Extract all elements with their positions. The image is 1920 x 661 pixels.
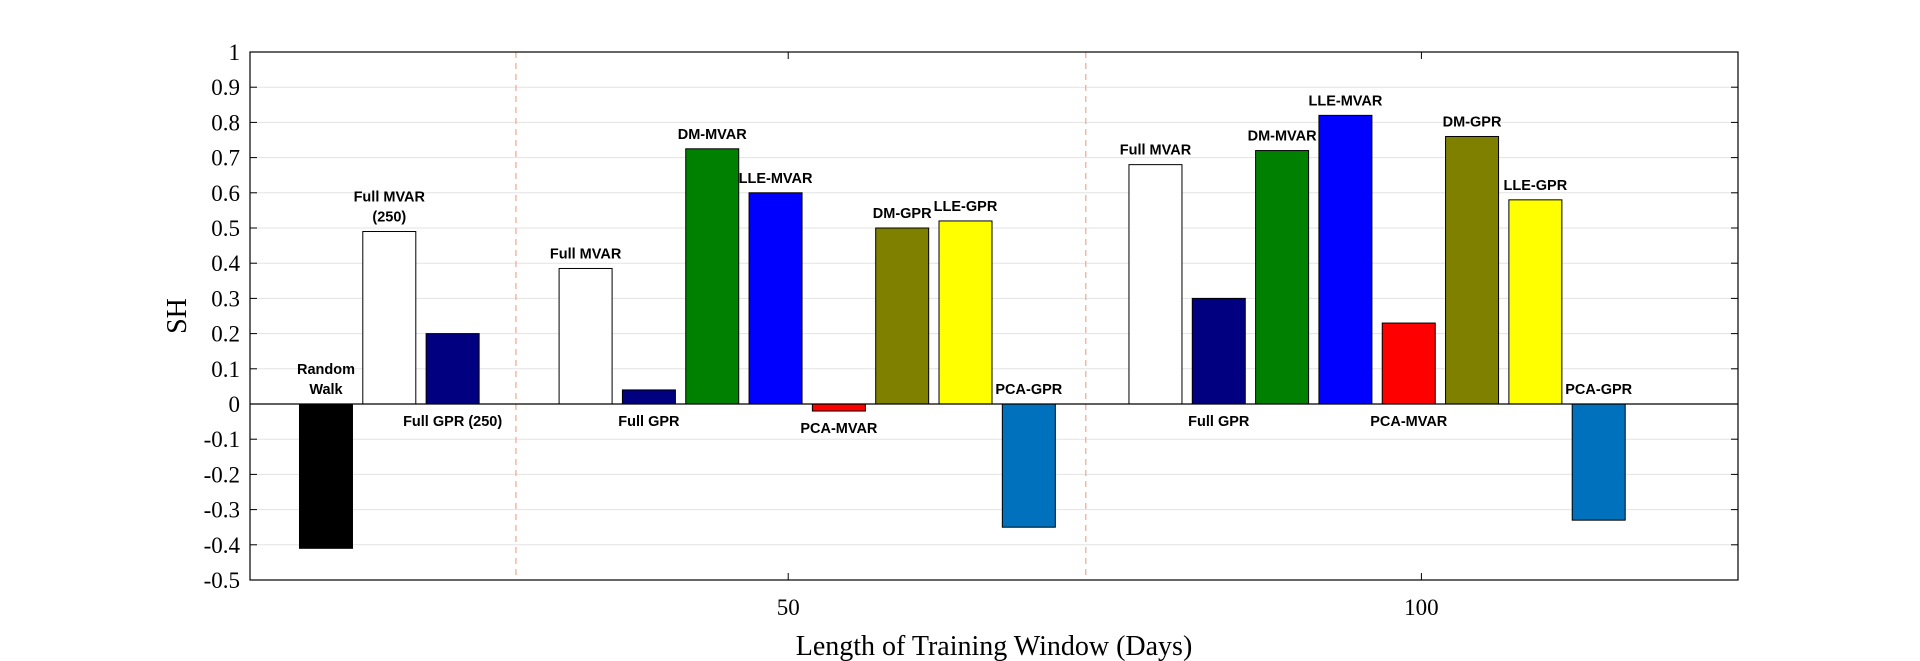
bar <box>1128 164 1183 405</box>
bar-label: DM-MVAR <box>1248 129 1318 145</box>
bar <box>1255 150 1310 405</box>
bar <box>875 227 930 405</box>
x-axis: 50 100 <box>777 52 1439 620</box>
axes-box <box>249 51 1739 581</box>
bar-label: Full GPR <box>618 414 680 430</box>
y-tick-label: -0.1 <box>204 427 240 452</box>
bar-label: PCA-MVAR <box>800 421 878 437</box>
y-tick-label: 0 <box>229 392 241 417</box>
bar-label: Full MVAR <box>550 246 622 262</box>
bar <box>811 403 866 412</box>
bar-label: LLE-GPR <box>1504 178 1568 194</box>
bar <box>362 231 417 405</box>
x-tick-label: 100 <box>1404 595 1439 620</box>
bar <box>425 333 480 405</box>
bar-label: PCA-GPR <box>1565 382 1632 398</box>
bar-label: DM-GPR <box>873 206 932 222</box>
bar <box>621 389 676 405</box>
y-tick-label: 0.9 <box>211 75 240 100</box>
bar <box>938 220 993 405</box>
bar <box>748 192 803 405</box>
y-tick-label: 0.4 <box>211 251 240 276</box>
y-tick-label: 0.1 <box>211 357 240 382</box>
bar-label: Full MVAR <box>354 190 426 206</box>
y-tick-label: -0.5 <box>204 568 240 593</box>
bar <box>1571 403 1626 521</box>
bar <box>1001 403 1056 528</box>
bar <box>298 403 353 549</box>
x-axis-title: Length of Training Window (Days) <box>796 631 1193 661</box>
y-tick-label: 0.7 <box>211 146 240 171</box>
y-tick-label: 0.2 <box>211 322 240 347</box>
y-tick-label: -0.4 <box>204 533 241 558</box>
bar-label: LLE-MVAR <box>739 171 813 187</box>
y-tick-label: 0.5 <box>211 216 240 241</box>
y-axis: -0.5 -0.4 -0.3 -0.2 -0.1 0 0.1 0.2 0.3 0.4 0.5 0.6 0… <box>204 40 1738 593</box>
y-tick-label: 0.6 <box>211 181 240 206</box>
bar-label: PCA-GPR <box>995 382 1062 398</box>
bar-labels: Random Walk Full MVAR (250) Full GPR (250) Fu… <box>297 93 1633 437</box>
bar <box>1318 114 1373 405</box>
bar <box>1191 297 1246 405</box>
bar-label: DM-GPR <box>1443 114 1502 130</box>
x-tick-label: 50 <box>777 595 800 620</box>
y-tick-label: -0.2 <box>204 462 240 487</box>
y-tick-label: 0.3 <box>211 286 240 311</box>
bar-label: Full MVAR <box>1120 143 1192 159</box>
y-tick-label: 0.8 <box>211 110 240 135</box>
bar <box>1381 322 1436 405</box>
bar <box>558 267 613 405</box>
bar-label: Random <box>297 362 355 378</box>
bar <box>1445 135 1500 405</box>
y-axis-title: SH <box>162 298 193 334</box>
bar-label: DM-MVAR <box>678 127 748 143</box>
bar-label: Full GPR <box>1188 414 1250 430</box>
y-tick-label: -0.3 <box>204 498 240 523</box>
bar-label: PCA-MVAR <box>1370 414 1448 430</box>
bar-label: (250) <box>372 210 406 226</box>
bar-label: Walk <box>309 382 343 398</box>
bar-label: LLE-MVAR <box>1308 93 1382 109</box>
bar <box>685 148 740 405</box>
y-tick-label: 1 <box>229 40 241 65</box>
bar <box>1508 199 1563 405</box>
bar-label: LLE-GPR <box>934 199 998 215</box>
bar-label: Full GPR (250) <box>403 414 502 430</box>
group-separators <box>515 52 1087 580</box>
